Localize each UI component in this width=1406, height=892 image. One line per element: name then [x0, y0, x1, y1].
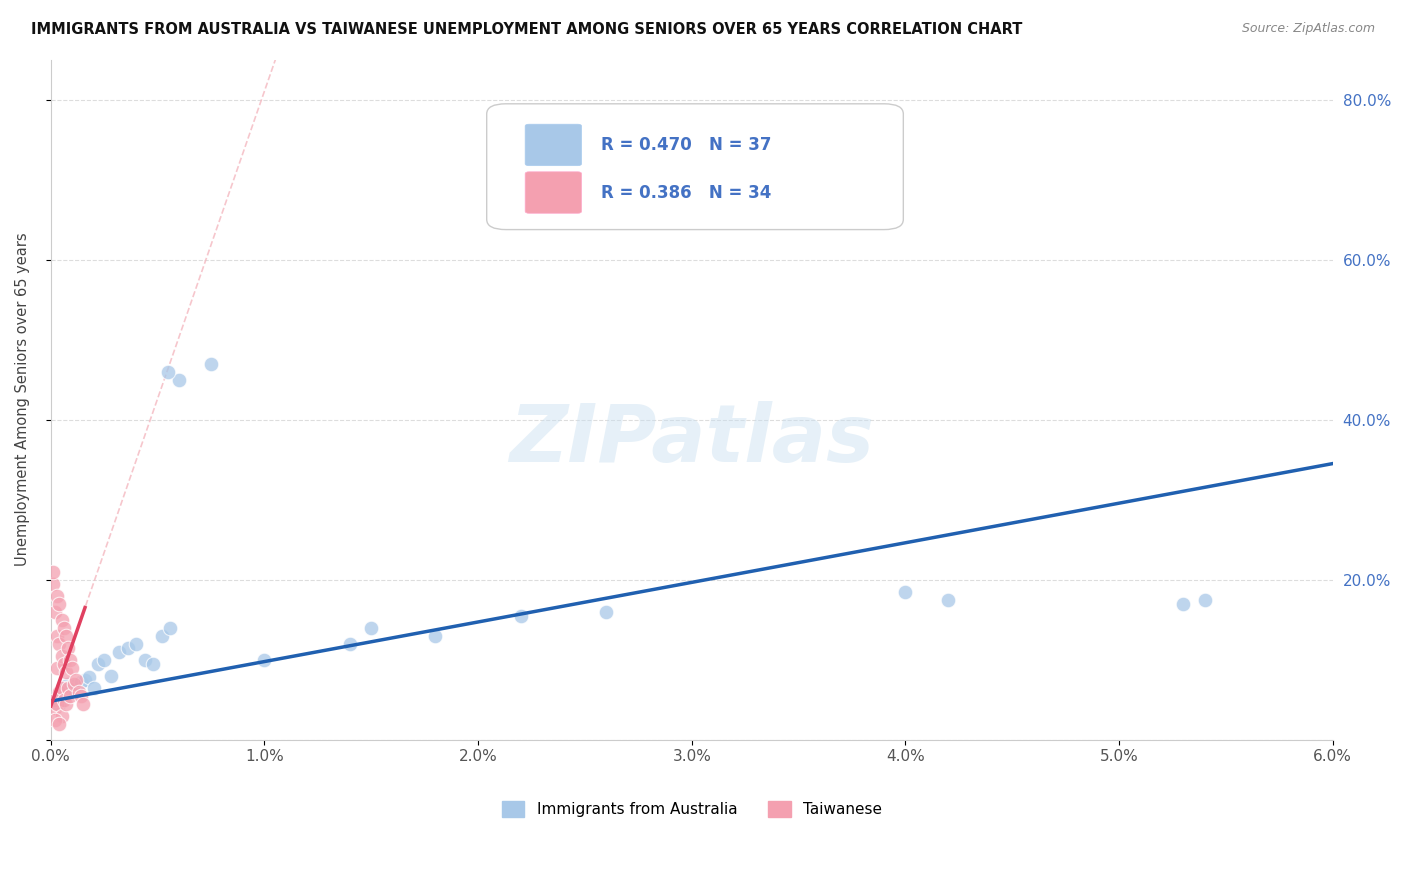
Point — [159, 621, 181, 635]
Point — [69, 675, 91, 690]
Point — [134, 652, 156, 666]
Point — [936, 592, 959, 607]
Point — [65, 678, 87, 692]
Point — [108, 644, 131, 658]
Point — [59, 689, 82, 703]
Point — [44, 692, 66, 706]
Point — [425, 629, 447, 643]
Point — [52, 657, 75, 671]
Text: IMMIGRANTS FROM AUSTRALIA VS TAIWANESE UNEMPLOYMENT AMONG SENIORS OVER 65 YEARS : IMMIGRANTS FROM AUSTRALIA VS TAIWANESE U… — [31, 22, 1022, 37]
Point — [360, 621, 382, 635]
Point — [55, 686, 77, 700]
Point — [46, 692, 69, 706]
Point — [681, 204, 703, 219]
Point — [69, 689, 91, 703]
Point — [63, 676, 86, 690]
Point — [67, 684, 90, 698]
Point — [51, 708, 73, 723]
Point — [51, 681, 73, 695]
Point — [73, 673, 96, 687]
Point — [142, 657, 165, 671]
Point — [200, 357, 222, 371]
Point — [48, 716, 70, 731]
Point — [56, 676, 79, 690]
Point — [56, 640, 79, 655]
Point — [51, 648, 73, 663]
Point — [150, 629, 173, 643]
Point — [339, 636, 361, 650]
Point — [167, 373, 190, 387]
Point — [59, 652, 82, 666]
Point — [52, 621, 75, 635]
Point — [48, 636, 70, 650]
Point — [65, 673, 87, 687]
Point — [93, 652, 115, 666]
Point — [125, 636, 148, 650]
Point — [100, 668, 122, 682]
Point — [79, 670, 101, 684]
Point — [83, 681, 105, 695]
Point — [46, 629, 69, 643]
Point — [46, 660, 69, 674]
Point — [509, 608, 531, 623]
Point — [87, 657, 110, 671]
Point — [48, 697, 70, 711]
Point — [72, 697, 94, 711]
Point — [48, 597, 70, 611]
Y-axis label: Unemployment Among Seniors over 65 years: Unemployment Among Seniors over 65 years — [15, 233, 30, 566]
Point — [55, 629, 77, 643]
Point — [157, 365, 180, 379]
Point — [52, 692, 75, 706]
Point — [51, 613, 73, 627]
Text: Source: ZipAtlas.com: Source: ZipAtlas.com — [1241, 22, 1375, 36]
Legend: Immigrants from Australia, Taiwanese: Immigrants from Australia, Taiwanese — [495, 795, 889, 823]
Point — [42, 576, 65, 591]
Point — [44, 700, 66, 714]
Point — [51, 684, 73, 698]
Point — [52, 689, 75, 703]
Point — [48, 684, 70, 698]
Point — [46, 589, 69, 603]
Point — [253, 652, 276, 666]
Point — [60, 660, 83, 674]
Point — [42, 565, 65, 579]
Point — [1173, 597, 1195, 611]
Point — [56, 681, 79, 695]
Point — [55, 665, 77, 679]
Text: ZIPatlas: ZIPatlas — [509, 401, 875, 479]
Point — [44, 605, 66, 619]
Point — [59, 681, 82, 695]
Text: R = 0.386   N = 34: R = 0.386 N = 34 — [600, 184, 770, 202]
Point — [117, 640, 139, 655]
Point — [894, 584, 917, 599]
Point — [46, 697, 69, 711]
FancyBboxPatch shape — [526, 172, 582, 213]
Point — [1194, 592, 1216, 607]
Point — [55, 697, 77, 711]
Text: R = 0.470   N = 37: R = 0.470 N = 37 — [600, 136, 772, 154]
Point — [595, 605, 617, 619]
FancyBboxPatch shape — [526, 124, 582, 166]
FancyBboxPatch shape — [486, 103, 903, 229]
Point — [60, 682, 83, 697]
Point — [44, 713, 66, 727]
